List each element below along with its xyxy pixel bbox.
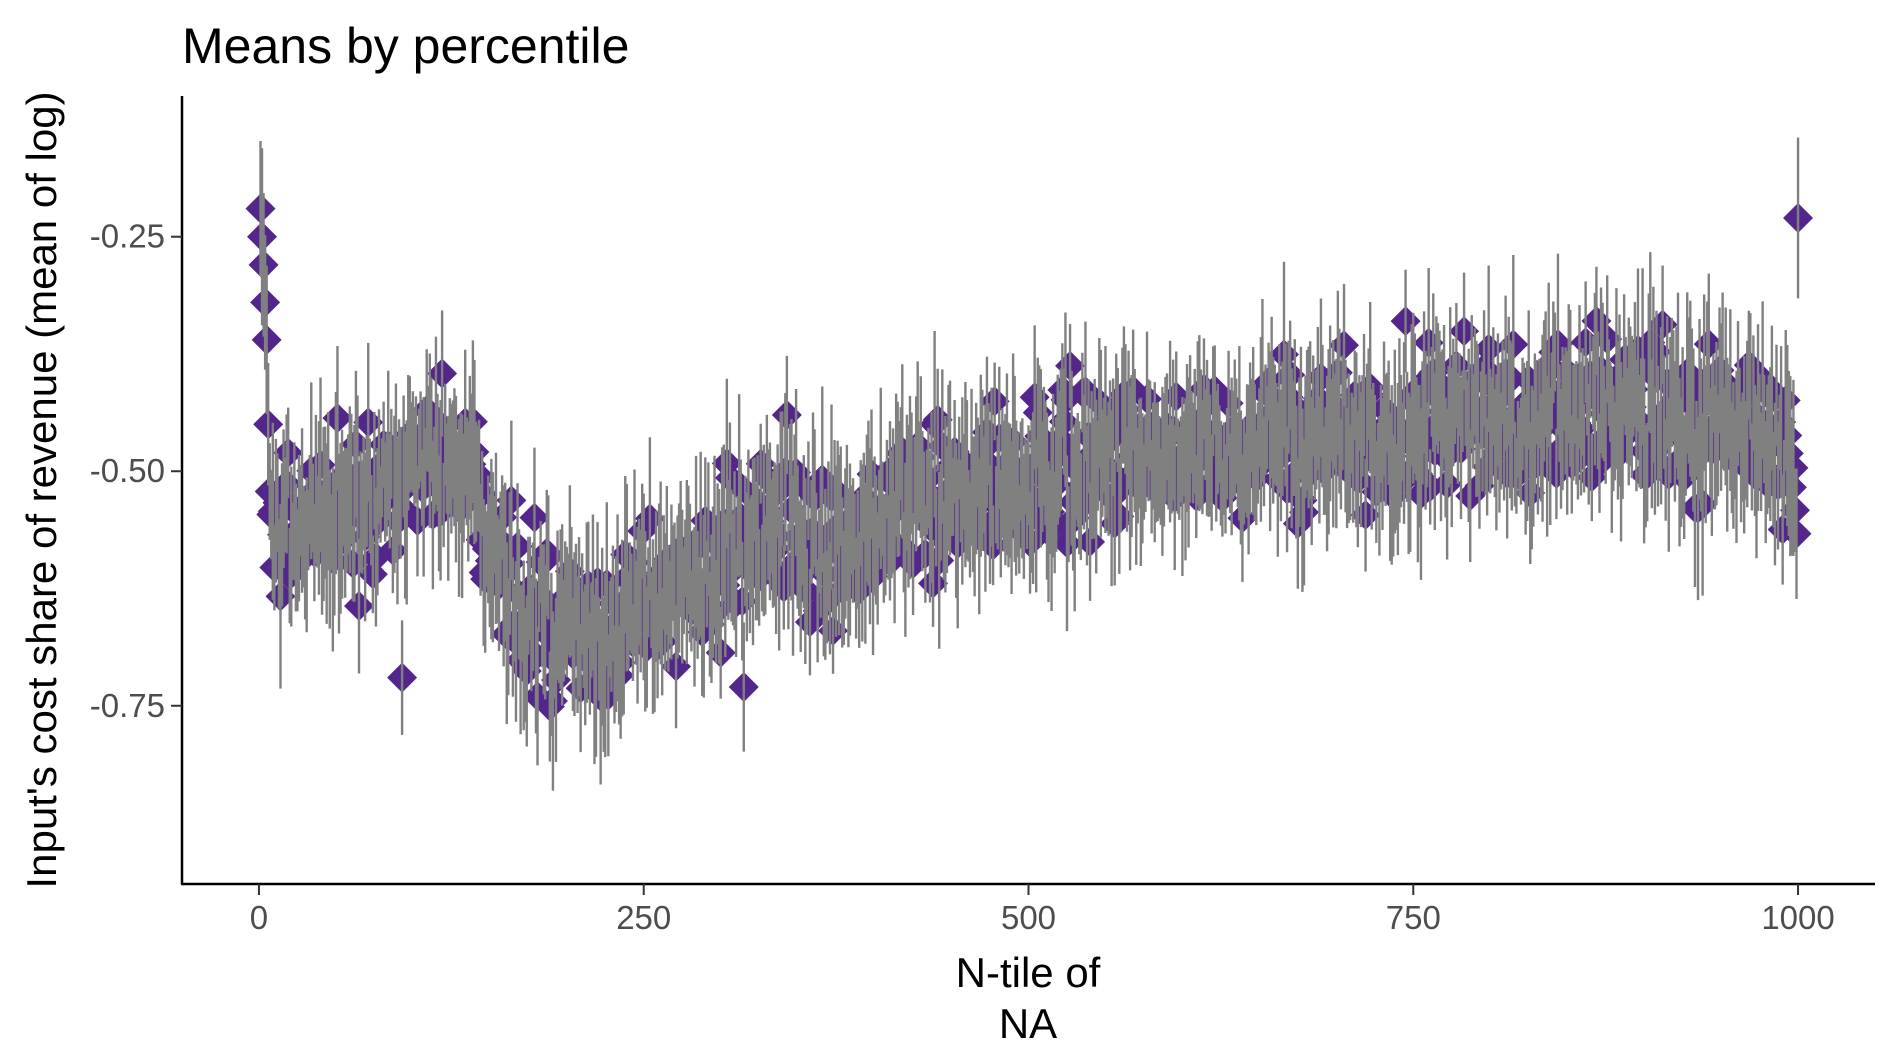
- x-tick-label: 500: [1001, 899, 1056, 936]
- x-axis-label-line-1: N-tile of: [956, 949, 1101, 996]
- y-axis-label: Input's cost share of revenue (mean of l…: [18, 91, 65, 888]
- x-tick-label: 250: [616, 899, 671, 936]
- x-tick-label: 750: [1386, 899, 1441, 936]
- x-axis-ticks: 0 250 500 750 1000: [250, 884, 1835, 936]
- y-tick-label: -0.25: [90, 218, 165, 255]
- y-axis-ticks: -0.25 -0.50 -0.75: [90, 218, 182, 724]
- y-tick-label: -0.75: [90, 687, 165, 724]
- x-tick-label: 1000: [1761, 899, 1834, 936]
- x-axis-label-line-2: NA: [999, 1000, 1057, 1047]
- errorbar-layer: [259, 137, 1800, 791]
- chart-title: Means by percentile: [182, 18, 629, 74]
- x-tick-label: 0: [250, 899, 268, 936]
- y-tick-label: -0.50: [90, 452, 165, 489]
